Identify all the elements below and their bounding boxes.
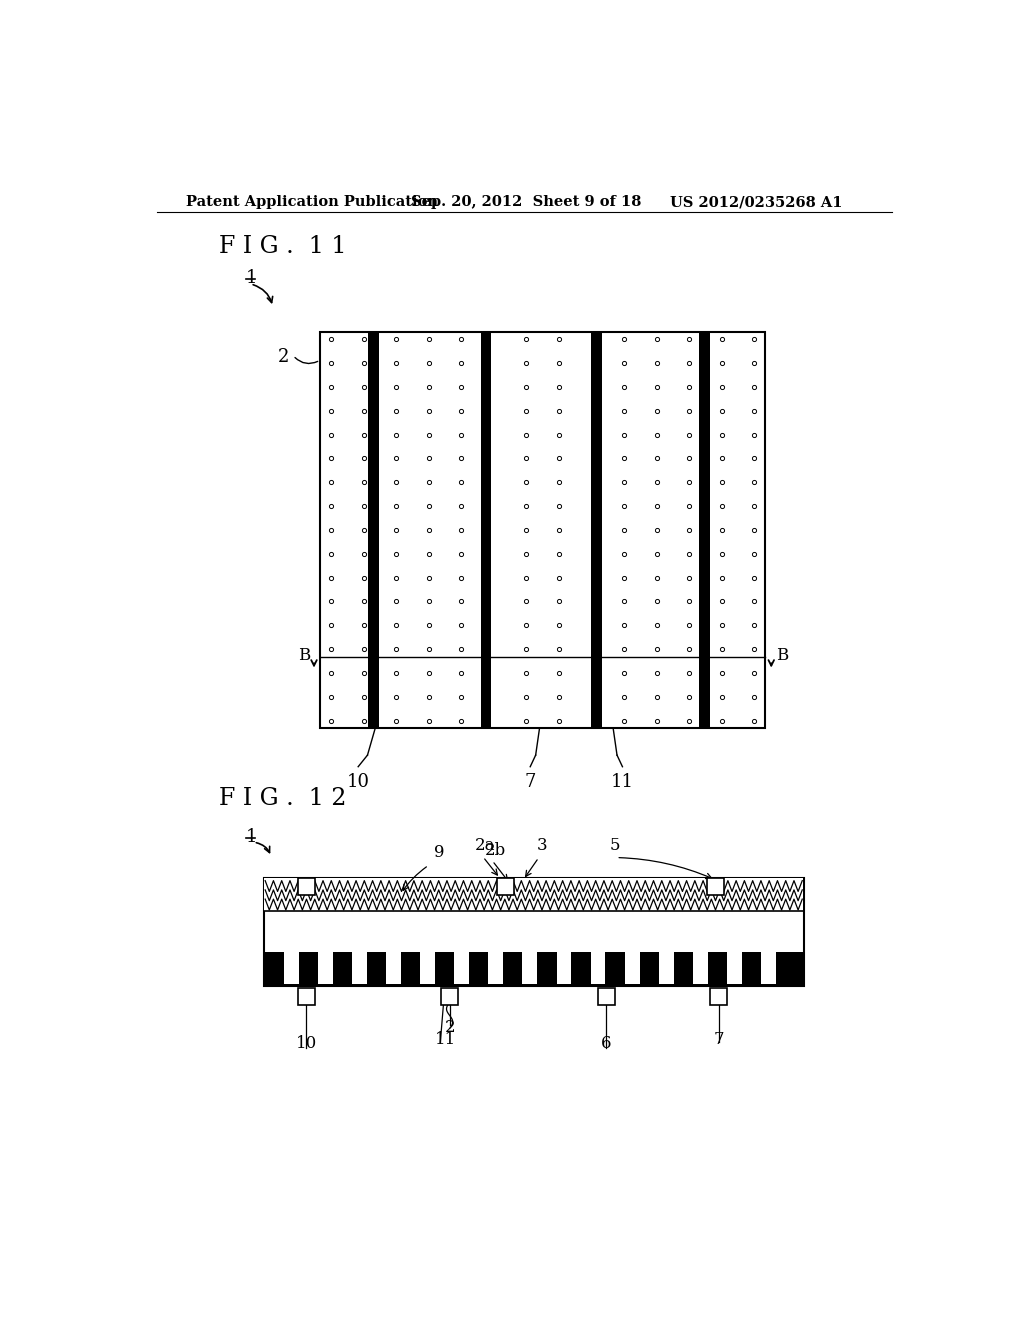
Bar [317, 952, 333, 983]
Text: 2: 2 [444, 1019, 455, 1036]
Bar [699, 331, 710, 729]
Text: US 2012/0235268 A1: US 2012/0235268 A1 [671, 195, 843, 210]
Bar [352, 952, 367, 983]
Text: 6: 6 [601, 1035, 611, 1052]
Bar [693, 952, 708, 983]
Bar [386, 952, 400, 983]
Text: 2a: 2a [474, 837, 495, 854]
Bar [658, 952, 674, 983]
Bar [591, 952, 605, 983]
Text: 11: 11 [435, 1031, 457, 1048]
Bar [625, 952, 640, 983]
Text: 11: 11 [611, 774, 634, 791]
Bar [557, 952, 571, 983]
Bar [264, 878, 803, 911]
Text: 10: 10 [296, 1035, 316, 1052]
Text: 5: 5 [610, 837, 621, 854]
Bar [522, 952, 538, 983]
Bar [480, 331, 492, 729]
Bar [455, 952, 469, 983]
Text: B: B [298, 647, 310, 664]
Text: 7: 7 [714, 1031, 724, 1048]
Bar [497, 878, 514, 895]
Bar [761, 952, 776, 983]
Text: Patent Application Publication: Patent Application Publication [186, 195, 438, 210]
Bar [298, 987, 314, 1005]
Bar [298, 878, 314, 895]
Text: 10: 10 [347, 774, 370, 791]
Bar [598, 987, 614, 1005]
Bar [727, 952, 741, 983]
Text: 2: 2 [278, 348, 289, 366]
Bar [488, 952, 503, 983]
Bar [321, 331, 765, 729]
Bar [264, 878, 803, 911]
Bar [263, 878, 804, 986]
Text: F I G .  1 2: F I G . 1 2 [219, 788, 347, 810]
Text: B: B [776, 647, 788, 664]
Text: 2b: 2b [485, 842, 507, 859]
Bar [707, 878, 724, 895]
Text: 1: 1 [246, 828, 257, 846]
Text: 1: 1 [246, 268, 257, 286]
Bar [591, 331, 601, 729]
Bar [264, 952, 803, 985]
Bar [369, 331, 379, 729]
Bar [284, 952, 299, 983]
Text: F I G .  1 1: F I G . 1 1 [219, 235, 347, 259]
Text: 9: 9 [434, 845, 444, 862]
Text: 7: 7 [524, 774, 536, 791]
Bar [710, 987, 727, 1005]
Bar [420, 952, 435, 983]
Text: Sep. 20, 2012  Sheet 9 of 18: Sep. 20, 2012 Sheet 9 of 18 [411, 195, 641, 210]
Text: 3: 3 [538, 837, 548, 854]
Bar [441, 987, 458, 1005]
